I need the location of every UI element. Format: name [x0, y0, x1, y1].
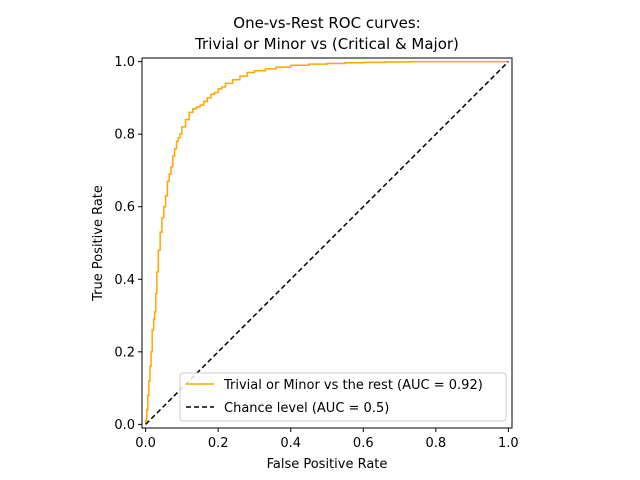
x-tick-label: 0.6	[353, 436, 374, 451]
y-tick-label: 0.4	[114, 273, 135, 288]
x-axis-label: False Positive Rate	[267, 457, 388, 472]
chart-title-line-1: One-vs-Rest ROC curves:	[233, 14, 420, 32]
y-tick-label: 1.0	[114, 55, 135, 70]
x-tick-label: 0.4	[280, 436, 301, 451]
x-tick-label: 0.0	[135, 436, 156, 451]
x-tick-label: 0.2	[208, 436, 229, 451]
chance-level-line	[146, 62, 509, 425]
y-tick-label: 0.2	[114, 345, 135, 360]
x-tick-label: 1.0	[498, 436, 519, 451]
y-axis-label: True Positive Rate	[91, 185, 106, 302]
legend-label-chance: Chance level (AUC = 0.5)	[224, 401, 389, 416]
y-tick-label: 0.8	[114, 128, 135, 143]
chart-title-line-2: Trivial or Minor vs (Critical & Major)	[194, 35, 459, 53]
y-tick-label: 0.0	[114, 418, 135, 433]
y-tick-label: 0.6	[114, 200, 135, 215]
plot-area	[146, 62, 509, 425]
x-tick-label: 0.8	[425, 436, 446, 451]
legend: Trivial or Minor vs the rest (AUC = 0.92…	[180, 373, 506, 421]
legend-label-roc: Trivial or Minor vs the rest (AUC = 0.92…	[223, 378, 483, 393]
